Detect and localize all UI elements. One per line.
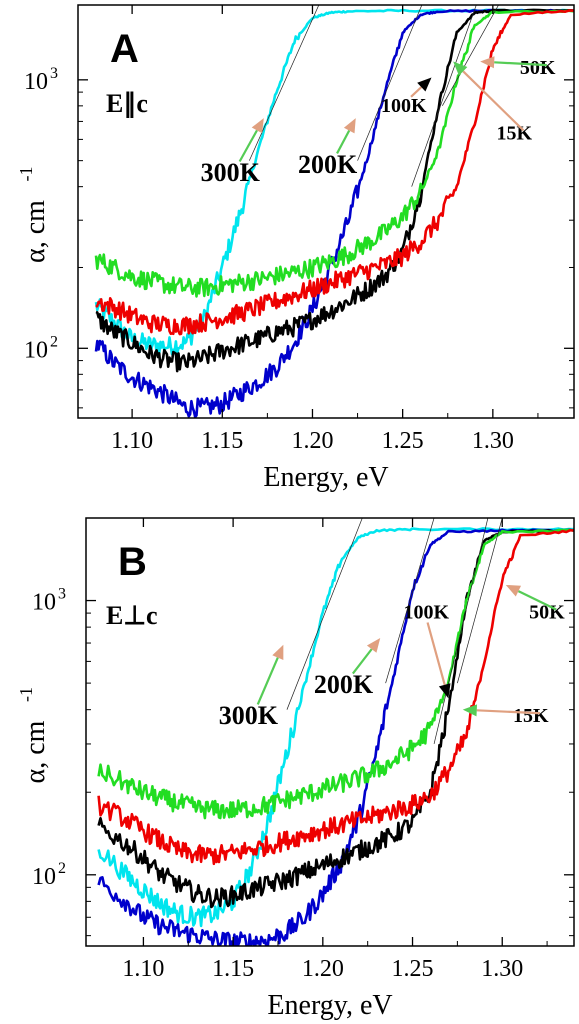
polarization-label: E∥c [106,89,148,119]
y-tick-label-exp: 2 [58,860,66,877]
y-tick-label-exp: 3 [58,586,66,603]
x-tick-label: 1.25 [392,956,434,982]
x-axis-label: Energy, eV [263,462,388,493]
series-line-15k [95,9,574,336]
series-line-300k [94,8,574,356]
series-line-50k [97,528,574,820]
temperature-label-100k: 100K [404,602,450,624]
annotation-arrow [462,70,525,132]
plot-area [97,518,574,946]
annotation-arrowhead [343,118,356,134]
fit-line [442,5,499,107]
x-tick-label: 1.10 [122,956,164,982]
y-tick-label: 10 [24,337,48,363]
y-tick-label: 10 [32,590,56,616]
annotation-arrow [238,129,258,163]
plot-frame [85,517,575,947]
y-tick-label: 10 [24,69,48,95]
x-tick-label: 1.10 [111,428,153,454]
x-tick-label: 1.30 [472,428,514,454]
series-line-200k [94,8,574,418]
y-tick-label: 10 [32,864,56,890]
annotation-arrowhead [366,638,381,653]
x-tick-label: 1.30 [481,956,523,982]
series-line-50k [94,9,574,298]
x-axis-label: Energy, eV [267,990,392,1021]
temperature-label-100k: 100K [381,95,427,117]
y-tick-label-exp: 3 [50,65,58,82]
annotation-arrow [256,657,279,705]
temperature-label-300k: 300K [219,701,279,730]
annotation-arrow [336,129,351,154]
annotation-arrowhead [251,118,264,134]
annotation-arrow [351,648,373,675]
y-tick-label-exp: 2 [50,333,58,350]
series-line-200k [97,528,574,946]
temperature-label-200k: 200K [314,670,374,699]
fit-line [286,518,363,710]
fit-line [433,518,489,745]
annotation-arrowhead [453,61,468,76]
x-tick-label: 1.25 [382,428,424,454]
annotation-arrow [517,590,557,611]
annotation-arrowhead [438,683,451,699]
fit-line [457,518,503,684]
annotation-arrowhead [505,584,522,597]
series-line-100k [97,528,574,909]
annotation-arrowhead [417,77,432,92]
plot-area [94,5,574,418]
annotation-arrow [410,86,423,98]
panel-letter: B [118,540,147,584]
annotation-arrow [426,622,446,686]
annotation-arrow [476,709,541,715]
temperature-label-50k: 50K [529,602,565,624]
x-tick-label: 1.15 [212,956,254,982]
temperature-label-200k: 200K [298,150,358,179]
y-axis-label-exp: -1 [16,687,36,702]
temperature-label-50k: 50K [520,57,556,79]
y-axis-label: α, cm [20,720,51,783]
x-tick-label: 1.20 [302,956,344,982]
fit-line [357,5,423,161]
temperature-label-15k: 15K [513,705,549,727]
temperature-label-300k: 300K [201,158,261,187]
series-line-100k [95,8,574,373]
annotation-arrowhead [272,644,284,660]
annotation-arrowhead [462,704,478,717]
y-axis-label: α, cm [20,200,51,263]
polarization-label: E⊥c [106,601,158,630]
fit-line [411,5,477,187]
series-line-15k [97,528,574,866]
fit-line [249,5,320,161]
panel-letter: A [110,27,139,71]
plot-frame [77,4,575,419]
x-tick-label: 1.15 [201,428,243,454]
annotation-arrowhead [480,56,495,69]
y-axis-label-exp: -1 [16,167,36,182]
fit-line [385,518,435,684]
x-tick-label: 1.20 [291,428,333,454]
annotation-arrow [494,61,547,67]
temperature-label-15k: 15K [496,122,532,144]
